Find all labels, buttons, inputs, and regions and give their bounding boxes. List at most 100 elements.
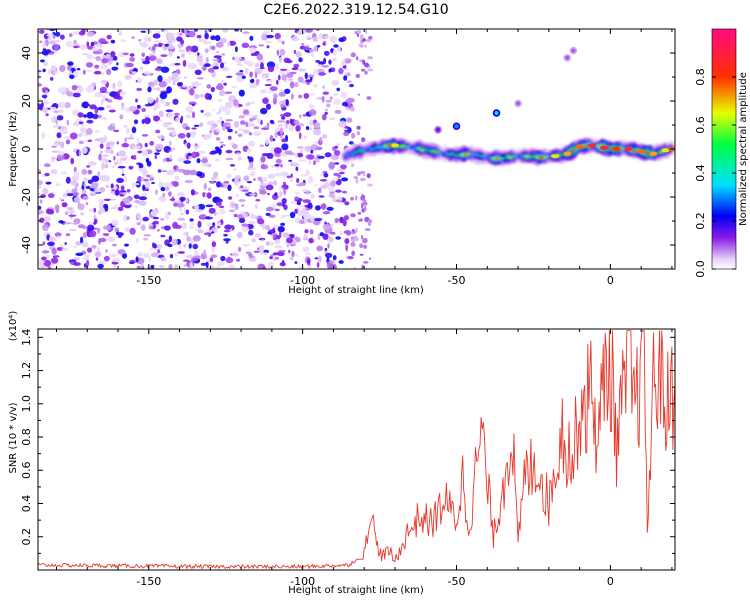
noise-speckle bbox=[191, 151, 198, 159]
snr-x-axis-label: Height of straight line (km) bbox=[288, 585, 424, 596]
noise-speckle bbox=[52, 35, 56, 39]
noise-speckle bbox=[235, 72, 244, 76]
noise-speckle bbox=[131, 36, 136, 40]
y-tick-label: 0.6 bbox=[20, 462, 33, 480]
noise-speckle bbox=[296, 146, 304, 149]
noise-speckle bbox=[61, 202, 68, 208]
noise-speckle bbox=[97, 106, 105, 111]
signal-blob bbox=[634, 149, 637, 152]
noise-speckle bbox=[121, 173, 125, 176]
noise-speckle bbox=[197, 220, 202, 228]
noise-speckle bbox=[122, 214, 128, 222]
y-tick-label: -40 bbox=[20, 236, 33, 254]
noise-speckle bbox=[215, 35, 221, 42]
noise-speckle bbox=[51, 247, 57, 255]
noise-speckle bbox=[99, 237, 107, 243]
noise-speckle bbox=[73, 39, 78, 45]
noise-speckle bbox=[351, 132, 356, 139]
noise-speckle bbox=[298, 57, 303, 63]
noise-speckle bbox=[278, 100, 288, 106]
noise-speckle bbox=[212, 123, 218, 128]
noise-speckle bbox=[279, 127, 284, 135]
noise-speckle bbox=[77, 86, 84, 94]
noise-speckle bbox=[55, 183, 61, 187]
noise-speckle bbox=[141, 52, 145, 57]
noise-speckle bbox=[274, 131, 278, 139]
noise-speckle bbox=[274, 32, 281, 40]
noise-speckle bbox=[254, 233, 262, 238]
noise-speckle bbox=[128, 165, 134, 170]
signal-core bbox=[600, 145, 609, 150]
noise-speckle bbox=[248, 167, 256, 170]
noise-speckle bbox=[245, 251, 252, 255]
feature-point bbox=[516, 101, 521, 106]
noise-speckle bbox=[82, 53, 89, 56]
noise-speckle bbox=[112, 82, 116, 90]
signal-blob bbox=[357, 149, 360, 153]
noise-speckle bbox=[65, 206, 69, 210]
noise-speckle bbox=[143, 188, 150, 192]
noise-speckle bbox=[180, 39, 185, 45]
noise-speckle bbox=[262, 266, 266, 269]
noise-speckle bbox=[177, 251, 185, 254]
colorbar-tick-label: 0.4 bbox=[694, 164, 707, 182]
noise-speckle bbox=[105, 98, 109, 101]
noise-speckle bbox=[72, 245, 78, 248]
noise-speckle bbox=[75, 252, 84, 256]
snr-frame bbox=[37, 328, 676, 571]
snr-series-line bbox=[38, 330, 675, 569]
noise-speckle bbox=[93, 221, 97, 225]
noise-speckle bbox=[221, 53, 226, 56]
noise-speckle bbox=[258, 44, 265, 47]
noise-speckle bbox=[120, 106, 126, 111]
noise-speckle bbox=[277, 123, 283, 128]
noise-speckle bbox=[298, 94, 302, 99]
noise-speckle bbox=[124, 227, 130, 232]
noise-speckle bbox=[114, 227, 119, 233]
noise-speckle bbox=[86, 247, 93, 253]
signal-blob bbox=[411, 145, 414, 149]
noise-speckle bbox=[71, 188, 77, 194]
noise-speckle bbox=[221, 79, 224, 83]
noise-speckle bbox=[57, 235, 61, 240]
noise-speckle bbox=[306, 258, 311, 266]
noise-speckle bbox=[343, 215, 349, 221]
noise-speckle bbox=[330, 154, 340, 160]
noise-speckle bbox=[227, 40, 231, 48]
noise-speckle bbox=[326, 206, 334, 211]
noise-speckle bbox=[54, 237, 57, 242]
signal-blob bbox=[376, 146, 379, 150]
signal-blob bbox=[387, 144, 390, 148]
noise-speckle bbox=[367, 56, 373, 60]
noise-speckle bbox=[276, 79, 279, 85]
noise-speckle bbox=[222, 122, 231, 126]
noise-speckle bbox=[47, 37, 52, 41]
noise-speckle bbox=[207, 222, 211, 227]
noise-speckle bbox=[328, 263, 337, 269]
noise-speckle bbox=[244, 114, 253, 117]
noise-speckle bbox=[257, 218, 265, 225]
signal-blob bbox=[413, 145, 415, 149]
noise-speckle bbox=[183, 264, 187, 267]
noise-speckle bbox=[79, 236, 84, 244]
noise-speckle bbox=[238, 246, 242, 252]
noise-speckle bbox=[219, 184, 224, 187]
signal-blob bbox=[512, 155, 515, 159]
noise-speckle bbox=[239, 58, 246, 61]
noise-speckle bbox=[146, 174, 151, 178]
noise-speckle bbox=[148, 225, 154, 230]
noise-speckle bbox=[239, 70, 244, 73]
noise-speckle bbox=[100, 79, 108, 85]
noise-speckle bbox=[196, 35, 202, 39]
noise-speckle bbox=[68, 214, 77, 217]
noise-speckle bbox=[133, 194, 140, 200]
noise-speckle bbox=[121, 167, 125, 175]
noise-speckle bbox=[302, 46, 310, 51]
noise-speckle bbox=[64, 222, 72, 225]
signal-blob bbox=[494, 157, 497, 161]
signal-blob bbox=[540, 155, 543, 159]
noise-speckle bbox=[333, 44, 339, 48]
noise-speckle bbox=[164, 101, 171, 107]
noise-speckle bbox=[223, 180, 230, 184]
noise-speckle bbox=[136, 265, 142, 269]
